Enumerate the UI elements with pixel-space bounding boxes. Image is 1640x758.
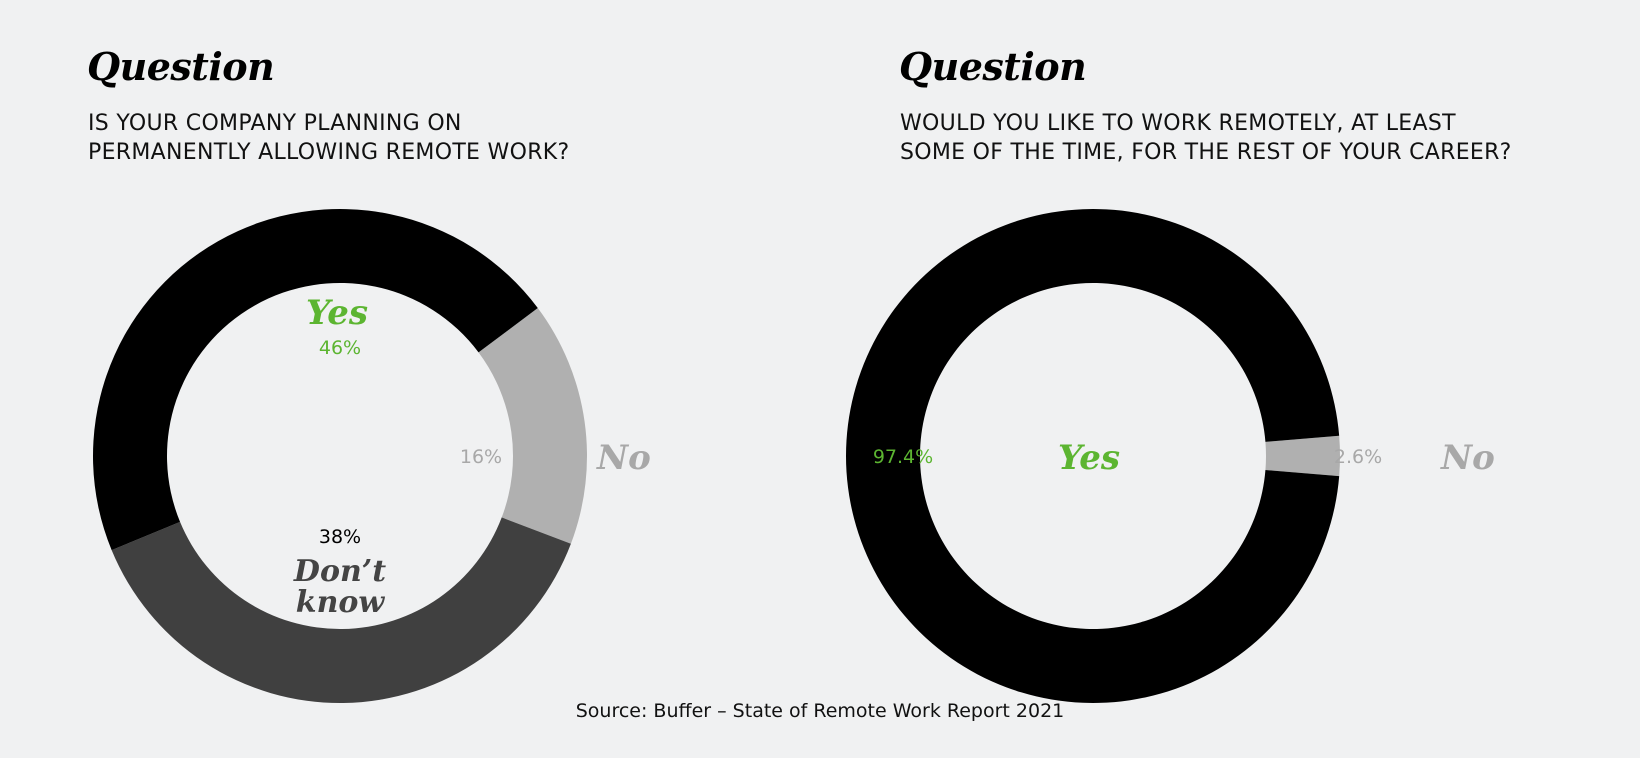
chart-panel-right: Question WOULD YOU LIKE TO WORK REMOTELY… (812, 0, 1612, 758)
slice-label-no: No (1440, 438, 1495, 478)
donut-slice-yes (92, 208, 538, 551)
chart-panel-left: Question IS YOUR COMPANY PLANNING ON PER… (0, 0, 800, 758)
slice-label-yes: Yes (306, 293, 368, 333)
donut-chart-career-preference: 97.4% Yes 2.6% No (846, 209, 1495, 704)
slice-label-dont-know-line-1: Don’t (293, 554, 386, 589)
question-line-2: PERMANENTLY ALLOWING REMOTE WORK? (88, 140, 570, 165)
question-heading: Question (87, 44, 275, 89)
donut-slice-don-t-know (111, 517, 571, 703)
slice-value-no: 2.6% (1334, 446, 1382, 468)
donut-chart-company-policy: Yes 46% 16% No 38% Don’t know (92, 208, 651, 703)
donut-slice-no (1265, 435, 1340, 477)
donut-slice-yes (846, 209, 1340, 704)
source-note: Source: Buffer – State of Remote Work Re… (575, 700, 1065, 722)
question-text: IS YOUR COMPANY PLANNING ON PERMANENTLY … (88, 109, 570, 167)
slice-label-dont-know-line-2: know (296, 585, 386, 620)
slice-value-yes: 97.4% (873, 446, 933, 468)
slice-value-dont-know: 38% (319, 526, 361, 548)
question-heading: Question (899, 44, 1087, 89)
slice-value-no: 16% (460, 446, 502, 468)
slice-label-yes: Yes (1058, 438, 1120, 478)
slice-group (846, 209, 1340, 704)
question-text: WOULD YOU LIKE TO WORK REMOTELY, AT LEAS… (900, 109, 1512, 167)
question-line-1: WOULD YOU LIKE TO WORK REMOTELY, AT LEAS… (900, 111, 1456, 136)
slice-group (92, 208, 587, 703)
question-line-1: IS YOUR COMPANY PLANNING ON (88, 111, 462, 136)
slice-value-yes: 46% (319, 337, 361, 359)
question-line-2: SOME OF THE TIME, FOR THE REST OF YOUR C… (900, 140, 1512, 165)
slice-label-no: No (596, 438, 651, 478)
donut-slice-no (478, 308, 587, 544)
